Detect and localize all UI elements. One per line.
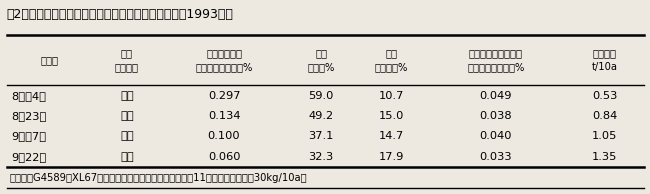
Text: 黄熟: 黄熟 <box>120 152 134 162</box>
Text: 15.0: 15.0 <box>378 111 404 121</box>
Text: 0.049: 0.049 <box>480 91 512 100</box>
Text: 糊熟: 糊熟 <box>120 131 134 141</box>
Text: 0.040: 0.040 <box>480 131 512 141</box>
Text: 0.060: 0.060 <box>208 152 240 162</box>
Text: 8月　4日: 8月 4日 <box>11 91 46 100</box>
Text: 開花: 開花 <box>120 91 134 100</box>
Text: 10.7: 10.7 <box>378 91 404 100</box>
Text: 9月　7日: 9月 7日 <box>11 131 46 141</box>
Text: 9月22日: 9月22日 <box>11 152 46 162</box>
Text: 59.0: 59.0 <box>309 91 334 100</box>
Text: 1.05: 1.05 <box>592 131 617 141</box>
Text: 割合，%: 割合，% <box>307 62 335 72</box>
Text: 茎の: 茎の <box>385 48 397 58</box>
Text: 乳熟: 乳熟 <box>120 111 134 121</box>
Text: 0.038: 0.038 <box>480 111 512 121</box>
Text: ２品種（G4589，XL67）の平均値を示した。播種日は５月11日。窒素施用量は30kg/10a。: ２品種（G4589，XL67）の平均値を示した。播種日は５月11日。窒素施用量は… <box>10 172 307 183</box>
Text: ステージ: ステージ <box>115 62 139 72</box>
Text: 32.3: 32.3 <box>309 152 333 162</box>
Text: 乾物収量: 乾物収量 <box>593 48 617 58</box>
Text: 14.7: 14.7 <box>378 131 404 141</box>
Text: 乾物率，%: 乾物率，% <box>374 62 408 72</box>
Text: 生育: 生育 <box>121 48 133 58</box>
Text: 37.1: 37.1 <box>309 131 334 141</box>
Text: 茎の: 茎の <box>315 48 327 58</box>
Text: 硝酸態窒素濃度，%: 硝酸態窒素濃度，% <box>195 62 253 72</box>
Text: 8月23日: 8月23日 <box>11 111 46 121</box>
Text: 1.35: 1.35 <box>592 152 617 162</box>
Text: 調査日: 調査日 <box>40 55 58 65</box>
Text: t/10a: t/10a <box>592 62 618 72</box>
Text: 0.53: 0.53 <box>592 91 617 100</box>
Text: 新鮮重あたりの茎の: 新鮮重あたりの茎の <box>469 48 523 58</box>
Text: 17.9: 17.9 <box>378 152 404 162</box>
Text: 0.033: 0.033 <box>480 152 512 162</box>
Text: 49.2: 49.2 <box>309 111 333 121</box>
Text: 0.84: 0.84 <box>592 111 617 121</box>
Text: 0.297: 0.297 <box>208 91 240 100</box>
Text: 硝酸態窒素濃度，%: 硝酸態窒素濃度，% <box>467 62 525 72</box>
Text: 0.134: 0.134 <box>208 111 240 121</box>
Text: 0.100: 0.100 <box>208 131 240 141</box>
Text: 表2　トウモロコシの硝酸態窒素濃度の経時的変化（1993年）: 表2 トウモロコシの硝酸態窒素濃度の経時的変化（1993年） <box>6 8 233 21</box>
Text: 乾物当たりの: 乾物当たりの <box>206 48 242 58</box>
